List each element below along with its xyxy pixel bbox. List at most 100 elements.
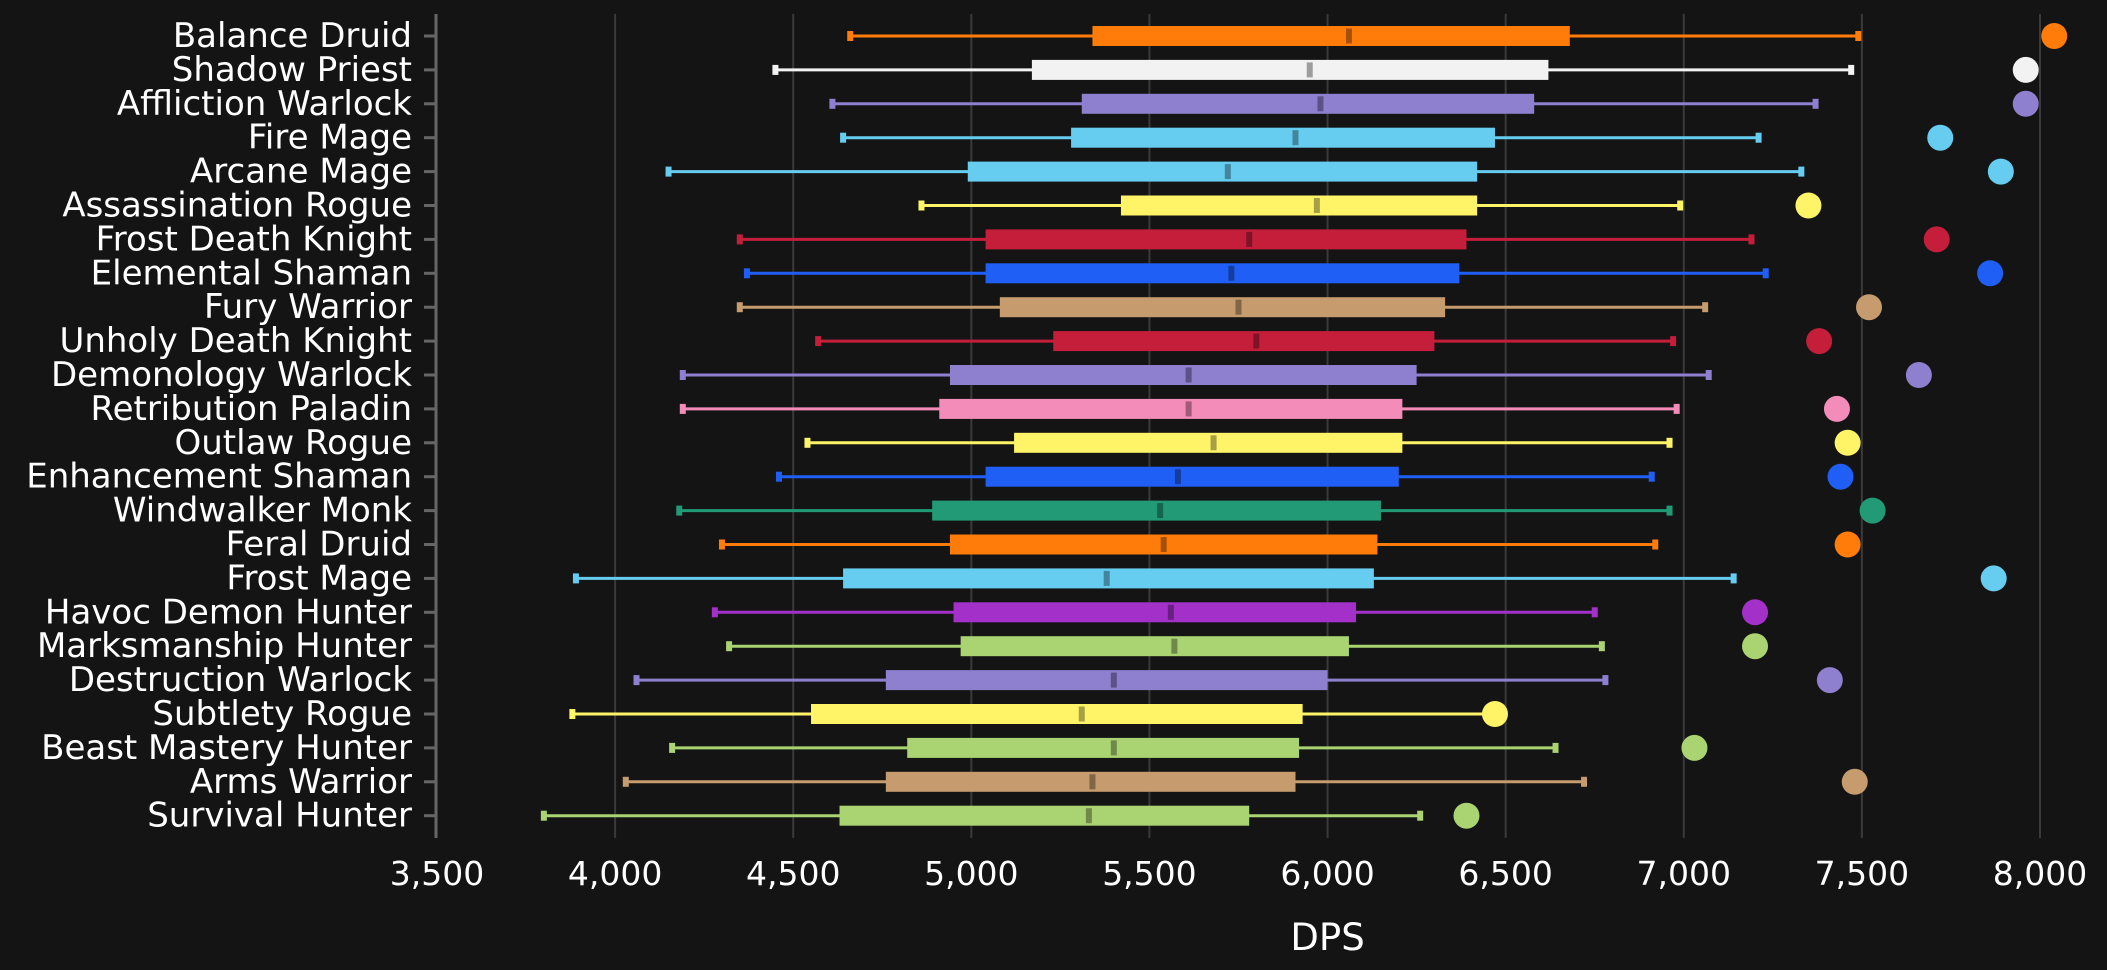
box-retribution-paladin <box>679 395 1850 422</box>
category-label: Fury Warrior <box>204 287 412 327</box>
box-havoc-demon-hunter <box>711 599 1769 626</box>
box-balance-druid <box>847 23 2068 49</box>
box-iqr <box>960 636 1349 657</box>
median-mark <box>1317 96 1324 112</box>
whisker-cap-max <box>1648 471 1655 482</box>
category-label: Marksmanship Hunter <box>37 626 412 666</box>
box-iqr <box>885 771 1296 792</box>
box-fire-mage <box>840 124 1954 151</box>
x-tick-label: 3,500 <box>390 854 484 893</box>
x-tick-label: 8,000 <box>1993 854 2087 893</box>
whisker-cap-max <box>1417 810 1424 821</box>
outlier-point <box>1987 158 2014 185</box>
x-tick-label: 4,000 <box>568 854 662 893</box>
box-iqr <box>932 500 1381 521</box>
outlier-point <box>1856 294 1883 321</box>
median-mark <box>1160 537 1167 552</box>
box-enhancement-shaman <box>775 463 1854 490</box>
box-iqr <box>985 263 1460 284</box>
outlier-point <box>1742 633 1769 660</box>
outlier-point <box>1927 124 1954 151</box>
box-series <box>540 23 2068 829</box>
median-mark <box>1224 164 1231 180</box>
outlier-point <box>1841 768 1868 795</box>
box-iqr <box>999 297 1446 318</box>
whisker-cap-min <box>736 302 743 313</box>
category-label: Retribution Paladin <box>90 389 412 429</box>
category-label: Frost Death Knight <box>96 219 412 259</box>
whisker-cap-min <box>665 166 672 177</box>
whisker-cap-max <box>1855 31 1862 41</box>
whisker-cap-min <box>775 471 782 482</box>
whisker-cap-max <box>1581 776 1588 787</box>
category-label: Fire Mage <box>248 118 412 158</box>
whisker-cap-max <box>1812 98 1819 109</box>
whisker-cap-max <box>1730 573 1737 584</box>
whisker-cap-max <box>1755 132 1762 143</box>
whisker-cap-max <box>1677 200 1684 211</box>
whisker-cap-min <box>679 403 686 414</box>
box-iqr <box>843 568 1374 589</box>
median-mark <box>1171 638 1178 654</box>
y-axis-ticks <box>424 34 436 818</box>
outlier-point <box>1453 802 1480 829</box>
box-iqr <box>949 534 1378 555</box>
box-iqr <box>949 365 1417 385</box>
whisker-cap-max <box>1848 64 1855 75</box>
grid-lines <box>614 14 2041 838</box>
median-mark <box>1103 570 1110 586</box>
category-label: Affliction Warlock <box>117 84 412 124</box>
whisker-cap-min <box>572 573 579 584</box>
category-label: Unholy Death Knight <box>59 321 412 361</box>
x-axis-title: DPS <box>1290 916 1364 959</box>
whisker-cap-max <box>1602 675 1609 686</box>
box-iqr <box>985 229 1467 250</box>
category-label: Arcane Mage <box>190 152 412 192</box>
x-tick-label: 6,500 <box>1458 854 1552 893</box>
category-label: Subtlety Rogue <box>152 694 412 734</box>
outlier-point <box>1977 260 2004 287</box>
box-marksmanship-hunter <box>726 633 1769 660</box>
box-beast-mastery-hunter <box>669 734 1708 761</box>
outlier-point <box>1681 734 1708 761</box>
whisker-cap-min <box>669 742 676 753</box>
whisker-cap-max <box>1598 641 1605 652</box>
median-mark <box>1185 401 1192 417</box>
median-mark <box>1185 367 1192 383</box>
box-iqr <box>1014 432 1403 453</box>
x-tick-labels: 3,500 4,000 4,500 5,000 5,500 6,000 6,500 7,000… <box>390 854 2087 893</box>
whisker-cap-max <box>1705 370 1712 380</box>
box-iqr <box>1092 26 1570 46</box>
x-tick-label: 6,000 <box>1280 854 1374 893</box>
category-label: Arms Warrior <box>190 762 412 802</box>
median-mark <box>1089 774 1096 790</box>
box-iqr <box>885 670 1328 691</box>
median-mark <box>1246 231 1253 247</box>
whisker-cap-max <box>1670 336 1677 347</box>
box-frost-mage <box>572 565 2007 592</box>
median-mark <box>1157 503 1164 519</box>
outlier-point <box>1923 226 1950 253</box>
box-iqr <box>985 466 1399 487</box>
median-mark <box>1174 469 1181 485</box>
outlier-point <box>1816 667 1843 694</box>
median-mark <box>1078 706 1085 722</box>
box-iqr <box>1081 93 1535 114</box>
outlier-point <box>1859 497 1886 524</box>
whisker-cap-max <box>1798 166 1805 177</box>
whisker-cap-min <box>633 675 640 686</box>
box-demonology-warlock <box>679 362 1932 388</box>
whisker-cap-min <box>676 505 683 516</box>
box-survival-hunter <box>540 802 1480 829</box>
category-label: Elemental Shaman <box>91 253 412 293</box>
category-label: Outlaw Rogue <box>175 423 413 463</box>
whisker-cap-max <box>1591 607 1598 618</box>
x-tick-label: 5,000 <box>924 854 1018 893</box>
whisker-cap-max <box>1702 302 1709 313</box>
outlier-point <box>1905 362 1932 388</box>
whisker-cap-min <box>736 234 743 245</box>
box-iqr <box>907 737 1300 758</box>
box-windwalker-monk <box>676 497 1886 524</box>
box-iqr <box>1031 59 1549 80</box>
